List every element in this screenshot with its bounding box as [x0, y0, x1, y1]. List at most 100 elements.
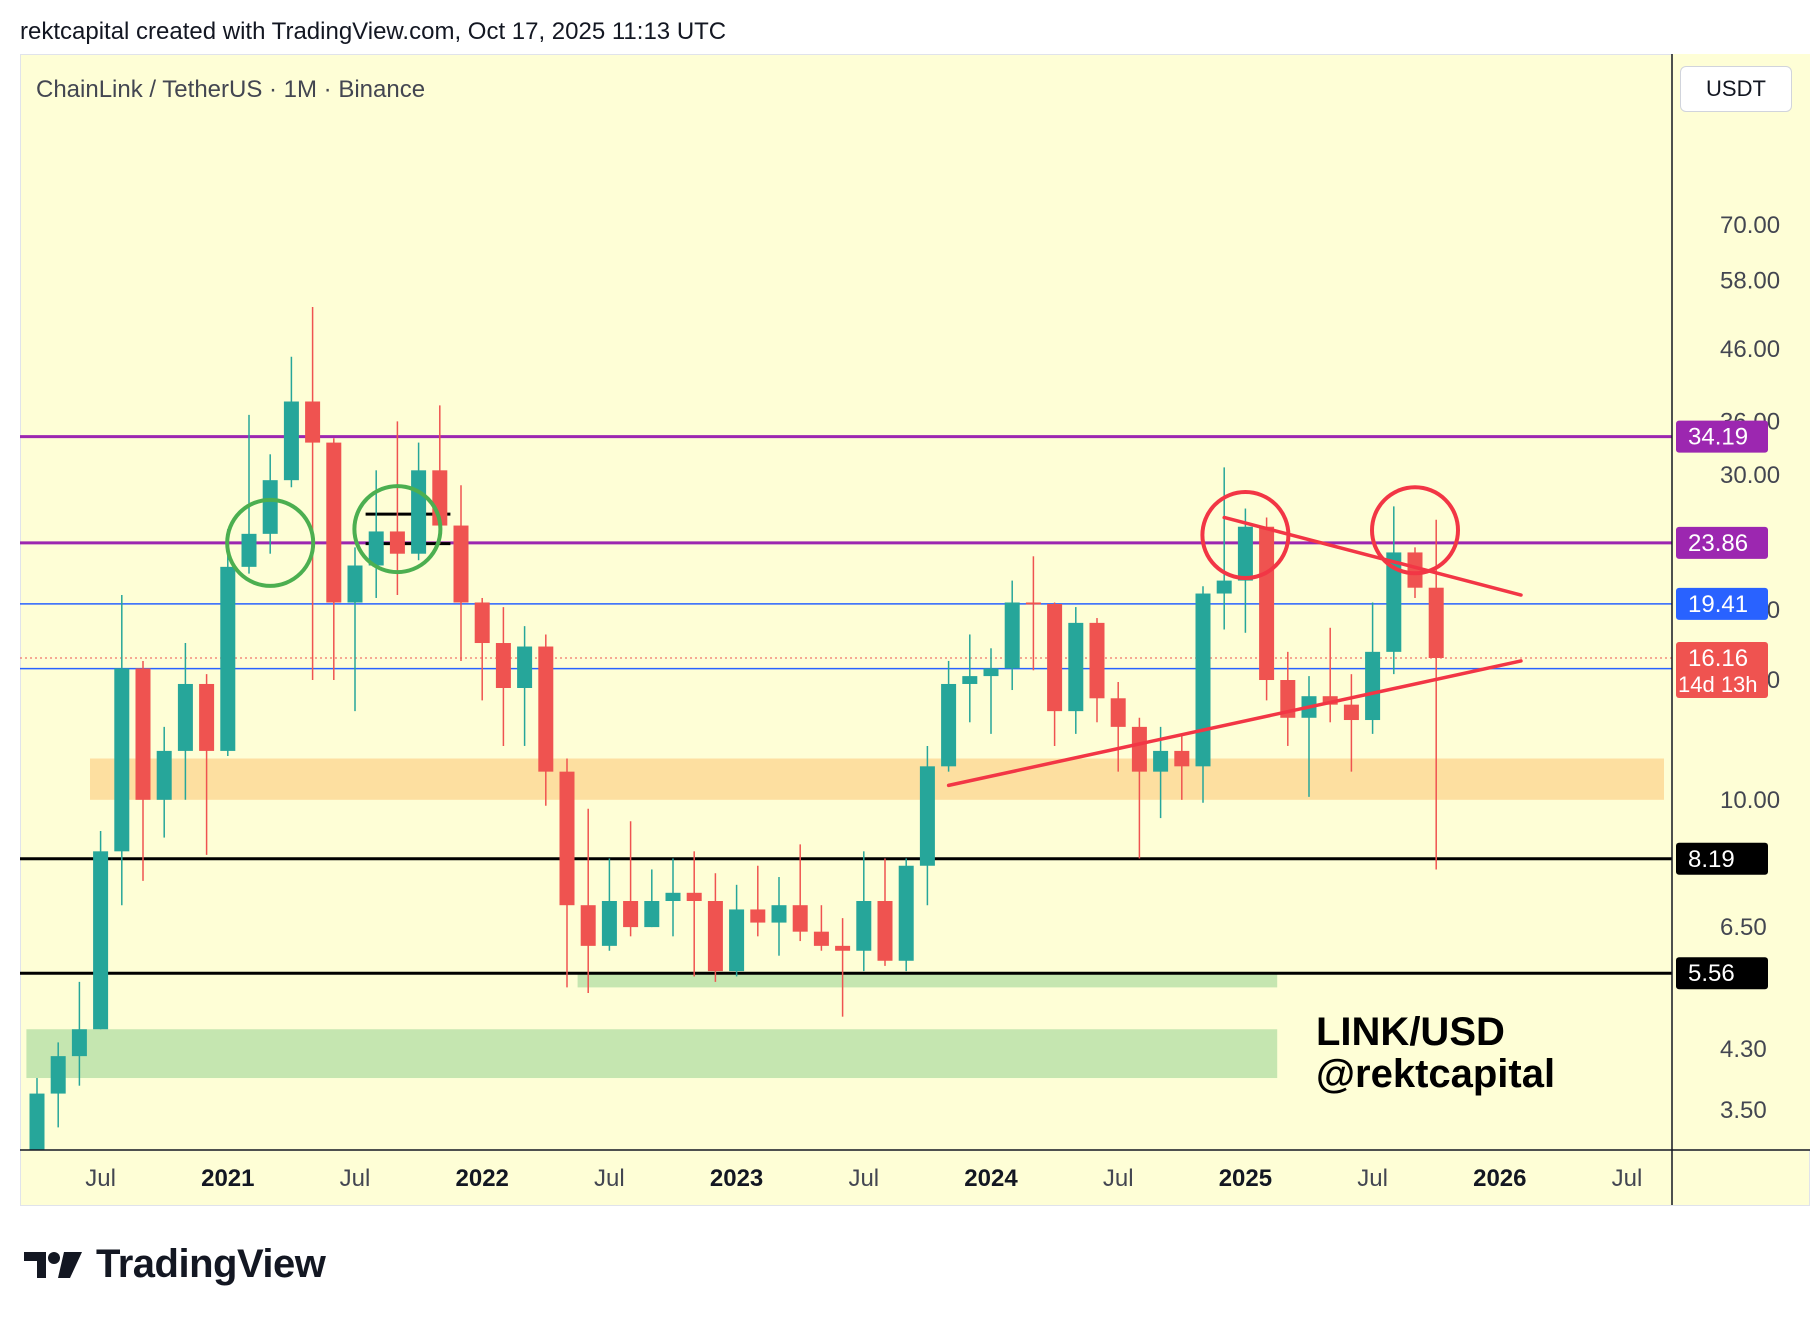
candle	[601, 858, 617, 951]
candle	[792, 844, 808, 942]
zone-2	[26, 1029, 1278, 1079]
time-tick-label: Jul	[848, 1165, 879, 1192]
currency-selector[interactable]: USDT	[1680, 66, 1792, 112]
price-label-34-19: 34.19	[1688, 424, 1748, 451]
price-label-23-86: 23.86	[1688, 530, 1748, 557]
candle-body	[135, 668, 151, 800]
time-tick-label: 2021	[201, 1165, 254, 1192]
candle-body	[1428, 587, 1444, 658]
highlight-circle-1	[352, 484, 443, 575]
price-label-19-41-bg	[1676, 587, 1768, 620]
candle	[1195, 586, 1211, 803]
candle	[347, 547, 363, 712]
candle-body	[1195, 593, 1211, 767]
candle	[453, 485, 469, 661]
candle	[1322, 627, 1338, 723]
candle	[411, 442, 427, 561]
candle-body	[1237, 526, 1253, 581]
candle	[1068, 607, 1084, 734]
candle-body	[750, 909, 766, 923]
annotation-circles-layer	[225, 484, 1460, 588]
candle	[1365, 602, 1381, 734]
candle-body	[326, 442, 342, 603]
candle	[983, 648, 999, 734]
candle-body	[50, 1056, 66, 1094]
time-tick-label: 2025	[1219, 1165, 1272, 1192]
candle-body	[1407, 552, 1423, 588]
candle	[1259, 517, 1275, 701]
candle-body	[559, 771, 575, 906]
time-tick-label: Jul	[594, 1165, 625, 1192]
candle-body	[1153, 750, 1169, 772]
candle-body	[538, 646, 554, 772]
candle	[1386, 506, 1402, 675]
candle-body	[1322, 696, 1338, 705]
price-label-19-41: 19.41	[1688, 591, 1748, 618]
candle	[305, 307, 321, 681]
chart-panel[interactable]	[20, 54, 1810, 1206]
candle-body	[156, 750, 172, 800]
candle-body	[771, 905, 787, 923]
candle-body	[453, 525, 469, 603]
candle	[50, 1042, 66, 1128]
candle-body	[983, 668, 999, 677]
candle	[750, 865, 766, 937]
highlight-circle-0	[225, 497, 316, 588]
trendlines-layer	[946, 515, 1523, 788]
candle-body	[835, 945, 851, 951]
candle	[1089, 618, 1105, 723]
price-axis: 70.0058.0046.0036.0030.0019.0015.0010.00…	[1671, 54, 1810, 1205]
candle-body	[241, 533, 257, 567]
candle-body	[813, 931, 829, 946]
candle	[495, 607, 511, 746]
candle	[665, 858, 681, 937]
candle	[1174, 733, 1190, 800]
symbol-legend: ChainLink / TetherUS · 1M · Binance	[36, 76, 426, 103]
candle-body	[941, 683, 957, 767]
candle	[241, 414, 257, 574]
candle	[156, 726, 172, 838]
candle	[856, 851, 872, 972]
candle-body	[792, 905, 808, 932]
candle	[220, 529, 236, 756]
candle-body	[729, 909, 745, 972]
candle-body	[686, 892, 702, 902]
candle	[1428, 519, 1444, 870]
candle	[919, 745, 935, 906]
candle-body	[199, 683, 215, 751]
price-tick-label: 58.00	[1720, 267, 1780, 294]
candle-body	[71, 1029, 87, 1057]
zone-0	[90, 758, 1664, 800]
candle-body	[1068, 622, 1084, 712]
candle-body	[1365, 651, 1381, 721]
candle	[135, 660, 151, 881]
time-tick-label: 2024	[964, 1165, 1018, 1192]
time-tick-label: Jul	[1612, 1165, 1643, 1192]
candle-body	[1259, 526, 1275, 681]
candle-body	[707, 901, 723, 972]
candle	[114, 595, 130, 906]
candle	[623, 821, 639, 937]
candle-body	[474, 602, 490, 644]
candle	[729, 884, 745, 977]
candle	[474, 597, 490, 701]
candle	[1216, 467, 1232, 630]
zone-1	[577, 973, 1278, 988]
candle	[1004, 580, 1020, 691]
price-tick-label: 46.00	[1720, 336, 1780, 363]
candle	[71, 981, 87, 1086]
candle	[644, 869, 660, 928]
candle	[686, 851, 702, 977]
price-tick-label: 6.50	[1720, 914, 1767, 941]
highlight-circle-2	[1200, 490, 1291, 581]
tradingview-logo[interactable]: TradingView	[24, 1242, 326, 1287]
time-tick-label: 2026	[1473, 1165, 1526, 1192]
candle-body	[1089, 622, 1105, 699]
candle	[93, 830, 109, 1030]
candle	[1280, 651, 1296, 746]
candle-body	[389, 531, 405, 554]
candle	[707, 873, 723, 982]
price-label-34-19-bg	[1676, 420, 1768, 453]
